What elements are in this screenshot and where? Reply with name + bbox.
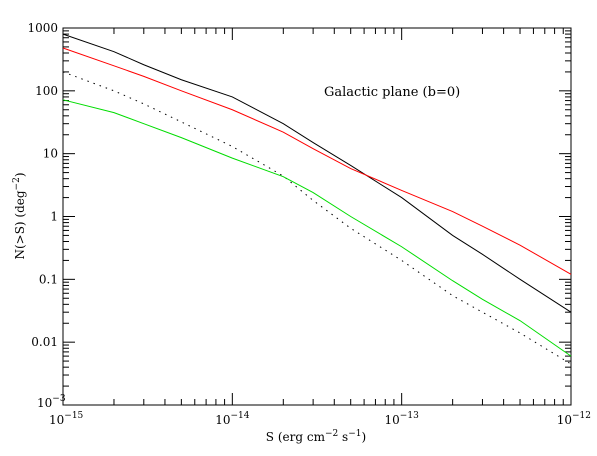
y-tick-label: 10−3 <box>37 394 66 410</box>
y-tick-label: 1000 <box>27 21 58 35</box>
x-tick-label: 10−12 <box>557 411 591 427</box>
x-axis-title: S (erg cm−2 s−1) <box>266 429 366 444</box>
annotation-text: Galactic plane (b=0) <box>324 85 460 100</box>
y-tick-label: 0.1 <box>39 272 58 286</box>
labels: 10−15 10−14 10−13 10−12 10−3 0.01 0.1 1 10 100 100… <box>27 21 591 427</box>
x-tick-label: 10−13 <box>385 411 420 427</box>
plot-frame <box>62 27 572 406</box>
x-tick-label: 10−15 <box>49 411 84 427</box>
y-tick-label: 100 <box>35 84 58 98</box>
series-line-2 <box>62 47 572 275</box>
series-line-3 <box>62 71 572 365</box>
x-tick-label: 10−14 <box>215 411 250 427</box>
series <box>62 33 572 365</box>
y-tick-label: 1 <box>50 210 58 224</box>
y-tick-label: 10 <box>43 147 58 161</box>
series-line-4 <box>62 99 572 357</box>
y-tick-label: 0.01 <box>31 335 58 349</box>
series-line-1 <box>62 33 572 313</box>
y-axis-title: N(>S) (deg−2) <box>12 172 27 259</box>
ticks <box>62 27 572 406</box>
